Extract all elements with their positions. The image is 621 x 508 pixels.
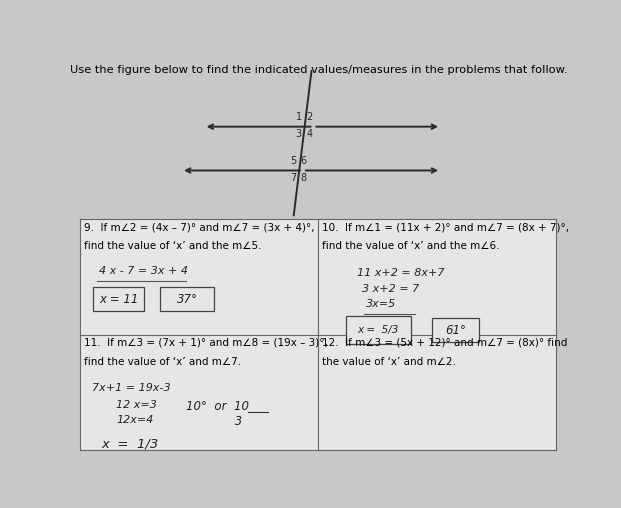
Text: 3: 3 — [186, 415, 242, 428]
Text: 12x=4: 12x=4 — [116, 415, 153, 425]
Bar — [80, 219, 318, 335]
Text: 3 x+2 = 7: 3 x+2 = 7 — [361, 284, 419, 295]
Text: 10.  If m∠1 = (11x + 2)° and m∠7 = (8x + 7)°,: 10. If m∠1 = (11x + 2)° and m∠7 = (8x + … — [322, 223, 569, 233]
Text: x =  5/3: x = 5/3 — [358, 325, 399, 335]
Text: 3x=5: 3x=5 — [366, 300, 397, 309]
Text: find the value of ‘x’ and the m∠5.: find the value of ‘x’ and the m∠5. — [84, 241, 261, 251]
FancyBboxPatch shape — [93, 287, 144, 311]
Text: 9.  If m∠2 = (4x – 7)° and m∠7 = (3x + 4)°,: 9. If m∠2 = (4x – 7)° and m∠7 = (3x + 4)… — [84, 223, 314, 233]
Bar — [318, 335, 556, 450]
Text: 8: 8 — [301, 173, 307, 183]
Text: 12.  If m∠3 = (5x + 12)° and m∠7 = (8x)° find: 12. If m∠3 = (5x + 12)° and m∠7 = (8x)° … — [322, 338, 568, 348]
Text: x = 11: x = 11 — [99, 293, 138, 306]
Bar — [80, 335, 318, 450]
Text: 1: 1 — [296, 112, 302, 122]
Text: 10°  or  10: 10° or 10 — [186, 400, 249, 413]
Text: 7: 7 — [290, 173, 296, 183]
Bar — [318, 219, 556, 335]
Text: 37°: 37° — [177, 293, 197, 306]
Text: 61°: 61° — [445, 324, 466, 337]
Text: Use the figure below to find the indicated values/measures in the problems that : Use the figure below to find the indicat… — [70, 65, 567, 75]
Text: 3: 3 — [296, 129, 302, 139]
Text: 6: 6 — [301, 156, 307, 166]
Text: find the value of ‘x’ and the m∠6.: find the value of ‘x’ and the m∠6. — [322, 241, 500, 251]
Text: 5: 5 — [290, 156, 296, 166]
Text: 11.  If m∠3 = (7x + 1)° and m∠8 = (19x – 3)°,: 11. If m∠3 = (7x + 1)° and m∠8 = (19x – … — [84, 338, 328, 348]
Text: 7x+1 = 19x-3: 7x+1 = 19x-3 — [92, 383, 171, 393]
FancyBboxPatch shape — [346, 316, 411, 344]
Text: find the value of ‘x’ and m∠7.: find the value of ‘x’ and m∠7. — [84, 357, 241, 367]
FancyBboxPatch shape — [432, 319, 479, 342]
Text: 2: 2 — [306, 112, 312, 122]
Text: 4: 4 — [306, 129, 312, 139]
FancyBboxPatch shape — [160, 287, 214, 311]
Text: 12 x=3: 12 x=3 — [116, 400, 157, 410]
Text: x  =  1/3: x = 1/3 — [102, 437, 159, 451]
Text: 4 x - 7 = 3x + 4: 4 x - 7 = 3x + 4 — [99, 266, 188, 276]
Text: the value of ‘x’ and m∠2.: the value of ‘x’ and m∠2. — [322, 357, 456, 367]
Text: 11 x+2 = 8x+7: 11 x+2 = 8x+7 — [356, 268, 444, 277]
